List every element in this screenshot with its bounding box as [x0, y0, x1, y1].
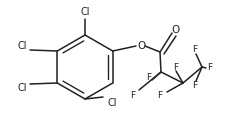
Text: Cl: Cl [107, 98, 117, 108]
Text: F: F [158, 90, 162, 100]
Text: Cl: Cl [17, 41, 27, 51]
Text: Cl: Cl [80, 7, 90, 17]
Text: F: F [146, 74, 152, 83]
Text: F: F [192, 46, 198, 55]
Text: O: O [137, 41, 145, 51]
Text: F: F [173, 64, 179, 72]
Text: F: F [207, 64, 213, 72]
Text: O: O [171, 25, 179, 35]
Text: F: F [130, 90, 135, 100]
Text: F: F [192, 81, 198, 90]
Text: Cl: Cl [17, 83, 27, 93]
